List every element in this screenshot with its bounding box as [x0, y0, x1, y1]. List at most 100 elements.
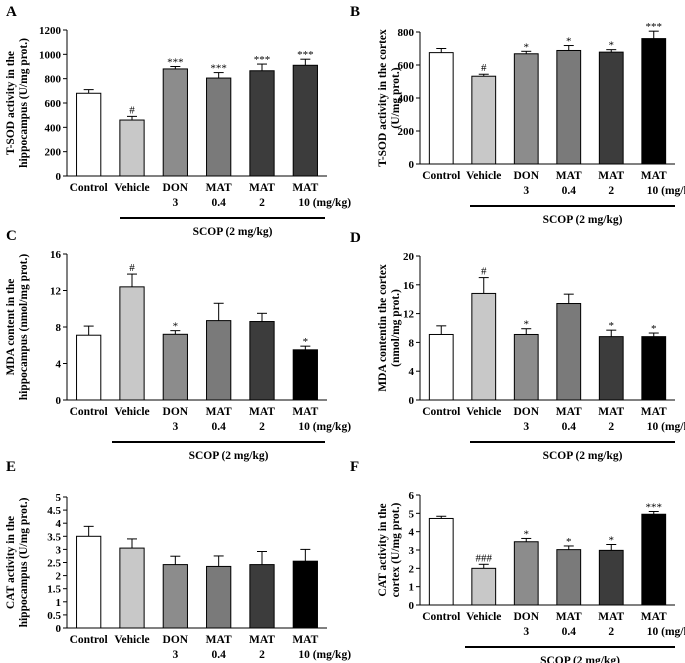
- panel-f-significance-4: *: [609, 535, 615, 547]
- panel-d-letter: D: [350, 230, 361, 246]
- panel-f-ytick-label: 5: [409, 508, 415, 520]
- panel-c-significance-5: *: [303, 336, 309, 348]
- panel-c-bar-5: [292, 349, 318, 401]
- panel-c-bar-3: [206, 320, 232, 401]
- panel-a-xtick-label: MAT: [206, 182, 232, 194]
- panel-f-bar-5: [641, 513, 667, 606]
- panel-f-xtick-label: MAT: [598, 611, 624, 623]
- panel-e-ytick-label: 4: [56, 518, 62, 530]
- panel-a-ylabel: T-SOD activity in the: [5, 51, 17, 155]
- panel-b-ytick-label: 600: [398, 60, 415, 72]
- panel-f-xtick-label: 10 (mg/kg): [647, 626, 685, 638]
- panel-f-xtick-label: Control: [422, 611, 460, 623]
- panel-d-ytick-label: 8: [409, 337, 415, 349]
- panel-a-ytick-label: 800: [45, 74, 62, 86]
- panel-d-significance-2: *: [524, 319, 530, 331]
- panel-a-ytick-label: 1200: [39, 25, 62, 37]
- panel-e-bar-5: [292, 560, 318, 629]
- panel-b-xtick-label: 3: [523, 185, 529, 197]
- panel-e-ytick-label: 1.5: [47, 584, 61, 596]
- panel-d-bar-4: [598, 336, 624, 401]
- panel-c-ytick-label: 0: [56, 395, 62, 407]
- panel-d-xtick-label: MAT: [556, 406, 582, 418]
- panel-b-letter: B: [350, 4, 360, 20]
- panel-d-xtick-label: 10 (mg/kg): [647, 421, 685, 433]
- panel-b-xtick-label: Vehicle: [466, 170, 501, 182]
- panel-e-xtick-label: MAT: [249, 634, 275, 646]
- panel-e-ylabel: CAT activity in the: [5, 516, 17, 609]
- panel-c-xtick-label: 2: [259, 421, 265, 433]
- panel-d-ytick-label: 4: [409, 366, 415, 378]
- panel-f-group-label: SCOP (2 mg/kg): [540, 655, 620, 663]
- panel-c-ytick-label: 4: [56, 359, 62, 371]
- panel-e-xtick-label: 2: [259, 649, 265, 661]
- panel-d-xtick-label: Control: [422, 406, 460, 418]
- panel-a-xtick-label: Vehicle: [114, 182, 149, 194]
- panel-c-letter: C: [6, 228, 17, 244]
- panel-c-bar-0: [76, 334, 102, 401]
- panel-e-xtick-label: MAT: [292, 634, 318, 646]
- panel-c-xtick-label: 10 (mg/kg): [298, 421, 351, 433]
- panel-f-ytick-label: 1: [409, 582, 415, 594]
- panel-a-significance-4: ***: [254, 54, 271, 66]
- panel-b-significance-2: *: [524, 41, 530, 53]
- panel-e-ytick-label: 1: [56, 597, 62, 609]
- panel-f-ytick-label: 4: [409, 527, 415, 539]
- panel-e-ytick-label: 0.5: [47, 610, 61, 622]
- panel-a-bar-0: [76, 92, 102, 177]
- panel-b-xtick-label: Control: [422, 170, 460, 182]
- panel-a-xtick-label: 3: [172, 197, 178, 209]
- panel-a-letter: A: [6, 4, 17, 20]
- panel-c-ylabel: hippocampus (nmol/mg prot.): [18, 254, 30, 401]
- panel-a-xtick-label: 2: [259, 197, 265, 209]
- panel-d-significance-5: *: [651, 323, 657, 335]
- panel-f-xtick-label: 2: [608, 626, 614, 638]
- panel-b-xtick-label: DON: [513, 170, 539, 182]
- panel-f-ylabel: CAT activity in the: [377, 503, 389, 596]
- panel-e-xtick-label: Control: [70, 634, 108, 646]
- panel-a-bar-2: [162, 68, 188, 177]
- panel-e-bar-2: [162, 564, 188, 629]
- panel-f-xtick-label: 3: [523, 626, 529, 638]
- panel-f-significance-1: ###: [476, 552, 493, 564]
- panel-f-bar-2: [513, 541, 539, 606]
- panel-b-xtick-label: 2: [608, 185, 614, 197]
- panel-d-xtick-label: MAT: [641, 406, 667, 418]
- panel-a-bar-3: [206, 77, 232, 177]
- panel-d-bar-3: [556, 303, 582, 401]
- panel-f-bar-0: [428, 517, 454, 606]
- panel-d-significance-4: *: [609, 320, 615, 332]
- panel-b-group-label: SCOP (2 mg/kg): [543, 214, 623, 226]
- panel-a-ytick-label: 400: [45, 122, 62, 134]
- panel-a-xtick-label: 10 (mg/kg): [298, 197, 351, 209]
- panel-f-bar-1: [471, 567, 497, 606]
- panel-e-bar-1: [119, 547, 145, 629]
- panel-a-xtick-label: 0.4: [211, 197, 226, 209]
- panel-e-bar-0: [76, 535, 102, 629]
- panel-d-ytick-label: 0: [409, 395, 415, 407]
- panel-b-ytick-label: 0: [409, 159, 415, 171]
- panel-c-xtick-label: 0.4: [211, 421, 226, 433]
- panel-c-significance-2: *: [173, 321, 179, 333]
- panel-c-xtick-label: Control: [70, 406, 108, 418]
- panel-c-significance-1: #: [129, 262, 135, 274]
- panel-e-xtick-label: 3: [172, 649, 178, 661]
- panel-d-xtick-label: 2: [608, 421, 614, 433]
- panel-d-bar-0: [428, 333, 454, 401]
- panel-f-ytick-label: 0: [409, 600, 415, 612]
- panel-f-ytick-label: 2: [409, 563, 415, 575]
- panel-b-ytick-label: 800: [398, 27, 415, 39]
- panel-d-xtick-label: DON: [513, 406, 539, 418]
- panel-b-ylabel: T-SOD activity in the cortex: [377, 29, 389, 167]
- panel-c-xtick-label: DON: [163, 406, 189, 418]
- panel-d-xtick-label: Vehicle: [466, 406, 501, 418]
- panel-f-bar-4: [598, 549, 624, 606]
- panel-b-bar-4: [598, 51, 624, 165]
- panel-d-bar-2: [513, 333, 539, 401]
- panel-c-xtick-label: MAT: [206, 406, 232, 418]
- panel-a-bar-1: [119, 119, 145, 177]
- panel-e-xtick-label: 0.4: [211, 649, 226, 661]
- panel-a-ytick-label: 0: [56, 171, 62, 183]
- panel-e-xtick-label: MAT: [206, 634, 232, 646]
- panel-e-bar-4: [249, 564, 275, 629]
